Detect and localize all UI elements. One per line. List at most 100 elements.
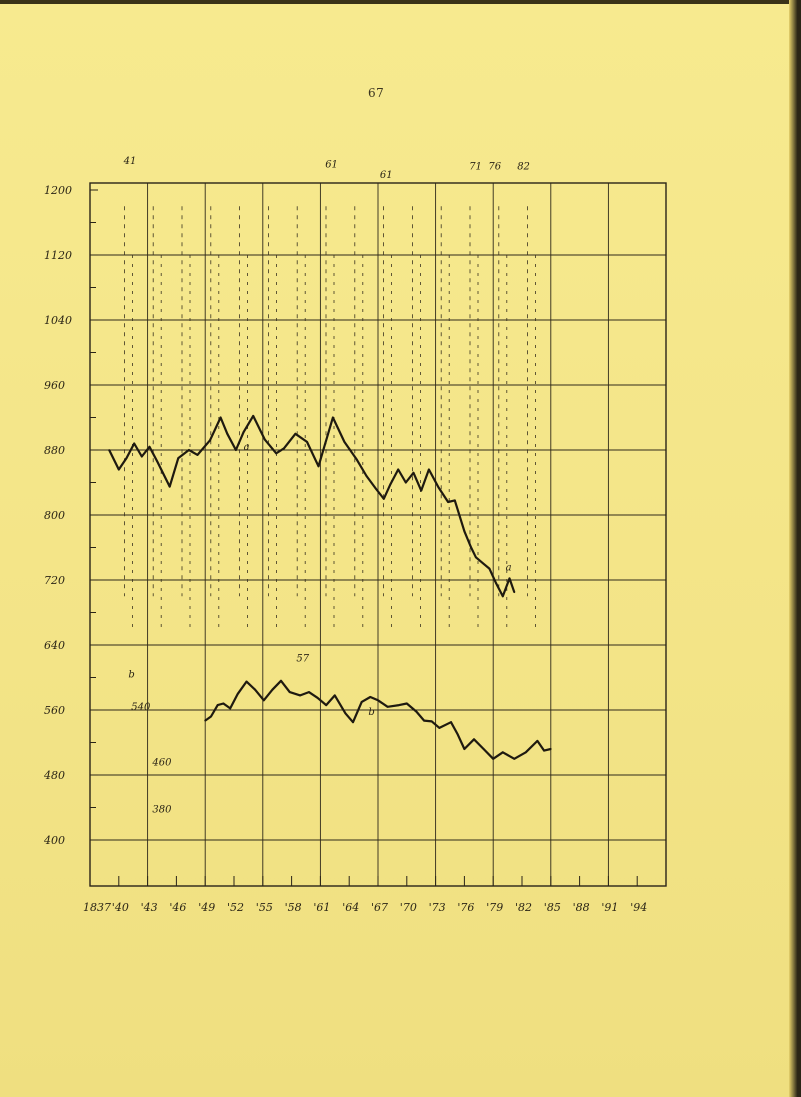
data-point <box>492 757 495 760</box>
data-point <box>430 720 433 723</box>
data-point <box>325 704 328 707</box>
x-tick-label: '91 <box>601 901 618 914</box>
data-point <box>306 440 308 443</box>
data-point <box>437 486 440 489</box>
data-point <box>488 567 491 570</box>
data-point <box>177 457 180 460</box>
data-point <box>148 445 151 448</box>
data-point <box>397 468 400 471</box>
data-point <box>438 726 441 729</box>
page-number: 67 <box>368 86 385 100</box>
x-tick-label: '43 <box>141 901 158 914</box>
data-point <box>470 546 473 549</box>
data-point <box>473 738 475 741</box>
data-point <box>386 705 389 708</box>
y-tick-label: 1200 <box>44 184 72 197</box>
x-tick-label: '76 <box>457 901 474 914</box>
data-point <box>377 699 379 702</box>
annotation-label: 61 <box>325 159 338 170</box>
data-point <box>420 489 423 492</box>
data-point <box>369 696 372 698</box>
data-point <box>280 679 282 682</box>
data-point <box>404 481 407 484</box>
data-point <box>117 468 120 471</box>
annotation-label: b <box>368 707 374 718</box>
data-point <box>508 577 511 580</box>
x-tick-label: '88 <box>573 901 590 914</box>
annotation-label: a <box>244 442 250 453</box>
chart-labels: 1200 1120 1040 960 880 800 720 640 560 480 400 1837… <box>43 156 647 914</box>
data-point <box>501 751 504 754</box>
x-tick-label: '67 <box>371 901 388 914</box>
data-point <box>389 483 392 486</box>
data-point <box>156 460 159 463</box>
data-point <box>262 699 265 702</box>
data-point <box>275 452 278 455</box>
data-point <box>254 688 257 691</box>
data-point <box>463 530 466 533</box>
y-tick-label: 720 <box>44 574 65 587</box>
data-point <box>140 455 143 458</box>
data-point <box>333 694 336 697</box>
annotation-label: 460 <box>151 757 172 768</box>
x-tick-label: '64 <box>342 901 359 914</box>
data-point <box>450 721 452 724</box>
data-point <box>482 748 485 750</box>
data-point <box>235 449 237 451</box>
data-point <box>453 499 456 502</box>
x-tick-label: '85 <box>544 901 561 914</box>
data-point <box>456 733 459 736</box>
data-point <box>222 702 225 705</box>
x-tick-label: '52 <box>227 901 244 914</box>
x-tick-label: '55 <box>256 901 273 914</box>
data-point <box>196 453 199 456</box>
annotation-label: 57 <box>296 653 309 664</box>
data-point <box>133 442 136 445</box>
data-point <box>382 497 385 500</box>
data-point <box>245 680 248 683</box>
data-point <box>415 710 418 713</box>
data-point <box>365 475 368 477</box>
data-point <box>536 739 539 742</box>
annotation-label: 82 <box>517 162 530 173</box>
data-point <box>513 591 516 594</box>
data-point <box>307 691 310 694</box>
chart-grid <box>90 183 666 886</box>
data-point <box>229 707 232 710</box>
y-tick-label: 480 <box>43 769 65 782</box>
data-point <box>263 438 266 441</box>
annotation-label: 61 <box>380 170 393 181</box>
data-point <box>447 501 449 503</box>
y-tick-label: 880 <box>44 444 65 457</box>
series-line-1 <box>108 414 516 598</box>
data-point <box>375 488 377 490</box>
data-point <box>360 700 363 703</box>
data-point <box>271 688 274 691</box>
annotation-label: 540 <box>131 702 151 713</box>
data-point <box>168 485 171 488</box>
data-point <box>283 447 285 450</box>
x-tick-label: '49 <box>198 901 215 914</box>
data-point <box>219 416 222 419</box>
data-point <box>405 702 408 705</box>
data-point <box>210 715 212 718</box>
x-tick-label: '94 <box>630 901 647 914</box>
data-point <box>125 457 128 460</box>
data-point <box>108 449 111 451</box>
y-tick-label: 960 <box>44 379 65 392</box>
data-point <box>549 748 552 750</box>
data-point <box>236 692 239 695</box>
annotation-label: a <box>506 562 512 573</box>
data-point <box>187 449 190 451</box>
y-tick-label: 1040 <box>44 314 72 327</box>
data-point <box>294 432 297 435</box>
data-point <box>299 694 302 697</box>
chart-series <box>108 414 552 760</box>
y-tick-label: 800 <box>44 509 65 522</box>
data-point <box>475 556 477 559</box>
y-tick-label: 1120 <box>44 249 72 262</box>
y-tick-label: 400 <box>43 834 65 847</box>
x-tick-label: '40 <box>112 901 129 914</box>
annotation-label: b <box>128 670 134 681</box>
